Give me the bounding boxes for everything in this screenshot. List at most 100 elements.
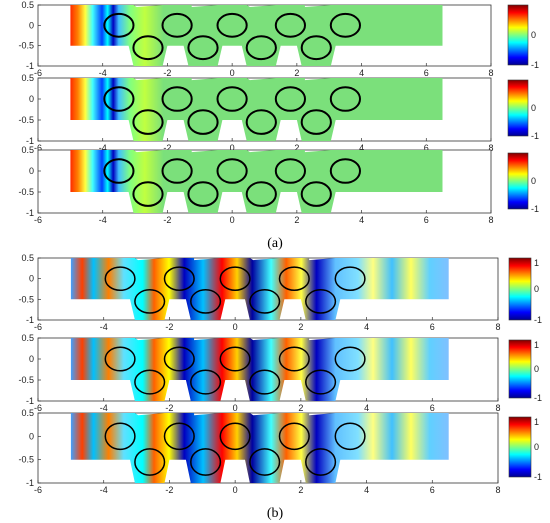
x-tick-label: -2 <box>165 322 173 332</box>
x-tick-label: 2 <box>294 143 299 153</box>
obstacle-circle-9 <box>329 86 361 112</box>
obstacle-circle-2 <box>134 448 166 476</box>
obstacle-circle-4 <box>187 181 219 207</box>
y-tick-label: 0.5 <box>21 0 34 10</box>
obstacle-circle-1 <box>103 86 135 112</box>
x-tick-label: -4 <box>100 322 108 332</box>
x-tick-label: 6 <box>424 143 429 153</box>
obstacle-circle-3 <box>161 158 193 184</box>
x-tick-label: -4 <box>99 68 107 78</box>
x-tick-label: -4 <box>100 403 108 413</box>
colorbar-tick-label: 0 <box>534 442 539 452</box>
x-tick-label: 6 <box>430 403 435 413</box>
obstacle-circle-3 <box>163 422 195 451</box>
obstacle-circle-5 <box>216 12 248 38</box>
colorbar-tick-label: 1 <box>534 258 539 268</box>
obstacle-circle-4 <box>187 109 219 135</box>
subplot-a-1: -6 -4 -2 0 2 4 6 8 0.5 0 -0.5 -1 0 -1 <box>18 0 539 78</box>
x-tick-label: 0 <box>233 322 238 332</box>
x-tick-label: 8 <box>495 485 500 495</box>
x-tick-label: 4 <box>359 215 364 225</box>
obstacle-circle-3 <box>161 86 193 112</box>
colorbar-tick-label: 0 <box>534 284 539 294</box>
y-tick-label: 0 <box>29 166 34 176</box>
x-tick-label: 8 <box>488 143 493 153</box>
colorbar-gradient <box>507 4 529 66</box>
y-tick-label: 0 <box>29 94 34 104</box>
subplot-b-3: -6 -4 -2 0 2 4 6 8 0.5 0 -0.5 -1 1 0 -1 <box>18 408 542 495</box>
obstacle-circle-9 <box>334 422 366 451</box>
y-tick-label: -0.5 <box>18 115 34 125</box>
y-tick-label: -0.5 <box>18 375 34 385</box>
x-tick-label: 6 <box>424 68 429 78</box>
obstacle-circle-4 <box>190 369 222 395</box>
obstacle-circle-7 <box>274 12 306 38</box>
x-tick-label: 0 <box>230 215 235 225</box>
subplot-a-3: -6 -4 -2 0 2 4 6 8 0.5 0 -0.5 -1 0 -1 <box>18 145 539 225</box>
colorbar-tick-label: -1 <box>534 472 542 482</box>
x-tick-label: 4 <box>364 485 369 495</box>
obstacle-circle-4 <box>190 448 222 476</box>
x-tick-label: 2 <box>298 403 303 413</box>
x-tick-label: 6 <box>430 485 435 495</box>
x-tick-label: -6 <box>34 215 42 225</box>
obstacle-circle-5 <box>219 266 251 292</box>
x-tick-label: -2 <box>165 403 173 413</box>
x-tick-label: 0 <box>230 143 235 153</box>
y-tick-label: 0.5 <box>21 145 34 155</box>
colorbar-gradient <box>508 257 532 321</box>
subplot-b-2: -6 -4 -2 0 2 4 6 8 0.5 0 -0.5 -1 1 0 -1 <box>18 333 542 413</box>
obstacle-circle-1 <box>103 12 135 38</box>
obstacle-circle-1 <box>104 266 136 292</box>
y-tick-label: 0 <box>29 354 34 364</box>
obstacle-circle-8 <box>300 181 332 207</box>
obstacle-circle-7 <box>278 346 310 372</box>
x-tick-label: 4 <box>364 322 369 332</box>
y-tick-label: 0.5 <box>21 333 34 343</box>
obstacle-circle-4 <box>187 35 219 61</box>
colorbar-tick-label: -1 <box>534 393 542 403</box>
x-tick-label: -2 <box>163 215 171 225</box>
y-tick-label: 0 <box>29 431 34 441</box>
y-tick-label: -1 <box>26 208 34 218</box>
colorbar-tick-label: 0 <box>531 103 536 113</box>
obstacle-circle-2 <box>132 109 164 135</box>
x-tick-label: 0 <box>230 68 235 78</box>
colorbar-tick-label: -1 <box>531 60 539 70</box>
y-tick-label: -1 <box>26 315 34 325</box>
y-tick-label: -1 <box>26 396 34 406</box>
obstacle-circle-6 <box>249 289 281 314</box>
obstacle-circle-2 <box>134 369 166 395</box>
colorbar-gradient <box>508 339 532 399</box>
x-tick-label: 2 <box>298 485 303 495</box>
obstacle-circle-8 <box>305 448 337 476</box>
obstacle-circle-6 <box>245 181 277 207</box>
x-tick-label: 0 <box>233 485 238 495</box>
obstacle-circle-1 <box>104 422 136 451</box>
colorbar: 0 -1 <box>507 79 539 141</box>
colorbar-tick-label: -1 <box>531 131 539 141</box>
y-tick-label: 0.5 <box>21 408 34 418</box>
obstacle-circle-7 <box>278 266 310 292</box>
colorbar-gradient <box>508 416 532 478</box>
obstacle-circle-8 <box>305 289 337 314</box>
colorbar: 1 0 -1 <box>508 257 542 325</box>
obstacle-circle-5 <box>216 158 248 184</box>
y-tick-label: 0 <box>29 274 34 284</box>
colorbar-tick-label: -1 <box>531 204 539 214</box>
obstacle-circle-6 <box>245 109 277 135</box>
x-tick-label: -6 <box>34 485 42 495</box>
colorbar: 1 0 -1 <box>508 339 542 403</box>
obstacle-circle-8 <box>300 35 332 61</box>
obstacle-circle-1 <box>103 158 135 184</box>
x-tick-label: 4 <box>359 68 364 78</box>
x-tick-label: -6 <box>34 322 42 332</box>
caption-a: (a) <box>267 236 283 251</box>
x-tick-label: -2 <box>165 485 173 495</box>
y-tick-label: -0.5 <box>18 187 34 197</box>
x-tick-label: -6 <box>34 143 42 153</box>
colorbar: 0 -1 <box>507 4 539 70</box>
y-tick-label: -1 <box>26 61 34 71</box>
colorbar-tick-label: -1 <box>534 315 542 325</box>
x-tick-label: 4 <box>359 143 364 153</box>
